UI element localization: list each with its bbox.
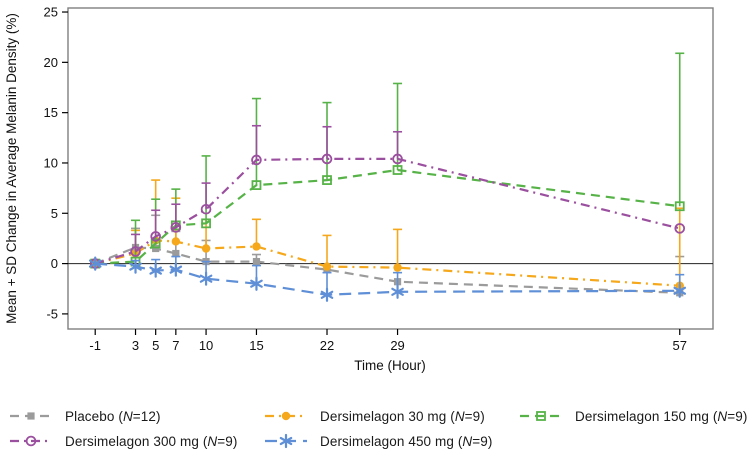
data-point-marker bbox=[673, 283, 687, 298]
data-point-marker bbox=[172, 249, 180, 258]
legend-item-placebo: Placebo (N=12) bbox=[8, 406, 161, 426]
data-point-marker bbox=[322, 262, 332, 271]
data-point-marker bbox=[171, 237, 181, 246]
data-point-marker bbox=[201, 244, 211, 253]
data-point-marker bbox=[170, 222, 182, 233]
series-dersimelagon-150mg bbox=[90, 52, 685, 269]
data-point-marker bbox=[27, 412, 35, 420]
data-point-marker bbox=[199, 271, 213, 286]
series-line bbox=[94, 239, 680, 287]
series-line bbox=[95, 262, 680, 296]
legend-label-placebo: Placebo (N=12) bbox=[65, 408, 161, 424]
data-point-marker bbox=[130, 246, 141, 257]
series-dersimelagon-450mg bbox=[88, 255, 687, 302]
data-point-marker bbox=[392, 165, 403, 175]
data-point-marker bbox=[251, 154, 262, 166]
series-line bbox=[95, 168, 680, 265]
data-point-marker bbox=[322, 175, 332, 185]
data-point-marker bbox=[279, 433, 293, 449]
data-point-marker bbox=[250, 276, 263, 291]
plot-frame bbox=[67, 7, 714, 330]
x-axis-tick-label: 57 bbox=[673, 338, 687, 353]
data-point-marker bbox=[674, 223, 686, 234]
y-axis-tick-label: 0 bbox=[51, 256, 58, 271]
data-point-marker bbox=[150, 231, 161, 242]
data-point-marker bbox=[321, 153, 333, 165]
x-axis-tick-label: -1 bbox=[89, 338, 101, 353]
data-point-marker bbox=[200, 203, 212, 215]
x-axis-tick-label: 29 bbox=[390, 338, 404, 353]
placebo-marker-icon bbox=[10, 412, 52, 420]
y-axis-tick-label: 25 bbox=[44, 5, 58, 20]
y-axis-tick-label: 10 bbox=[44, 155, 58, 170]
series-line bbox=[94, 157, 680, 265]
dersimelagon-450mg-marker-icon bbox=[265, 433, 307, 449]
data-point-marker bbox=[391, 284, 404, 299]
data-point-marker bbox=[320, 287, 334, 302]
x-axis-tick-label: 10 bbox=[199, 338, 213, 353]
y-axis-tick-label: 15 bbox=[44, 105, 58, 120]
data-point-marker bbox=[674, 201, 685, 212]
series-dersimelagon-300mg bbox=[89, 124, 686, 269]
data-point-marker bbox=[536, 411, 546, 421]
legend: Placebo (N=12) Dersimelagon 30 mg (N=9) … bbox=[0, 398, 749, 459]
data-point-marker bbox=[152, 244, 160, 253]
x-axis-tick-label: 7 bbox=[172, 338, 179, 353]
series-line bbox=[94, 246, 680, 294]
data-point-marker bbox=[252, 257, 261, 266]
data-point-marker bbox=[88, 256, 102, 271]
data-point-marker bbox=[201, 218, 211, 229]
data-point-marker bbox=[251, 180, 262, 191]
legend-label-dersimelagon-300mg: Dersimelagon 300 mg (N=9) bbox=[65, 433, 238, 449]
legend-label-dersimelagon-150mg: Dersimelagon 150 mg (N=9) bbox=[575, 408, 748, 424]
data-point-marker bbox=[281, 411, 291, 421]
x-axis-tick-label: 5 bbox=[152, 338, 159, 353]
x-axis-tick-label: 15 bbox=[249, 338, 263, 353]
data-point-marker bbox=[150, 238, 161, 249]
y-axis-tick-label: -5 bbox=[46, 306, 58, 321]
y-axis-tick-label: 20 bbox=[44, 55, 58, 70]
x-axis-tick-label: 22 bbox=[320, 338, 334, 353]
data-point-marker bbox=[252, 242, 261, 251]
dersimelagon-300mg-marker-icon bbox=[10, 435, 52, 447]
legend-item-dersimelagon-30mg: Dersimelagon 30 mg (N=9) bbox=[263, 406, 485, 426]
data-point-marker bbox=[25, 435, 37, 447]
data-point-marker bbox=[169, 262, 183, 277]
dersimelagon-150mg-marker-icon bbox=[520, 411, 562, 421]
data-point-marker bbox=[129, 259, 142, 274]
x-axis-tick-label: 3 bbox=[132, 338, 139, 353]
legend-item-dersimelagon-300mg: Dersimelagon 300 mg (N=9) bbox=[8, 431, 237, 451]
legend-label-dersimelagon-30mg: Dersimelagon 30 mg (N=9) bbox=[320, 408, 485, 424]
dersimelagon-30mg-marker-icon bbox=[265, 411, 307, 421]
legend-item-dersimelagon-450mg: Dersimelagon 450 mg (N=9) bbox=[263, 431, 492, 451]
y-axis-tick-label: 5 bbox=[51, 206, 58, 221]
legend-label-dersimelagon-450mg: Dersimelagon 450 mg (N=9) bbox=[320, 433, 493, 449]
data-point-marker bbox=[393, 263, 402, 272]
x-axis-title: Time (Hour) bbox=[354, 358, 426, 373]
series-dersimelagon-30mg bbox=[91, 179, 685, 290]
y-axis-title: Mean + SD Change in Average Melanin Dens… bbox=[4, 13, 19, 324]
data-point-marker bbox=[149, 263, 162, 278]
legend-item-dersimelagon-150mg: Dersimelagon 150 mg (N=9) bbox=[518, 406, 747, 426]
data-point-marker bbox=[392, 153, 403, 165]
